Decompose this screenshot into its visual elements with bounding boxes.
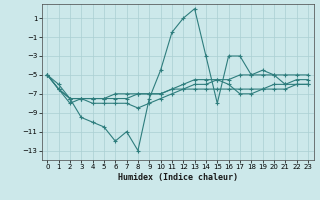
X-axis label: Humidex (Indice chaleur): Humidex (Indice chaleur) bbox=[118, 173, 237, 182]
